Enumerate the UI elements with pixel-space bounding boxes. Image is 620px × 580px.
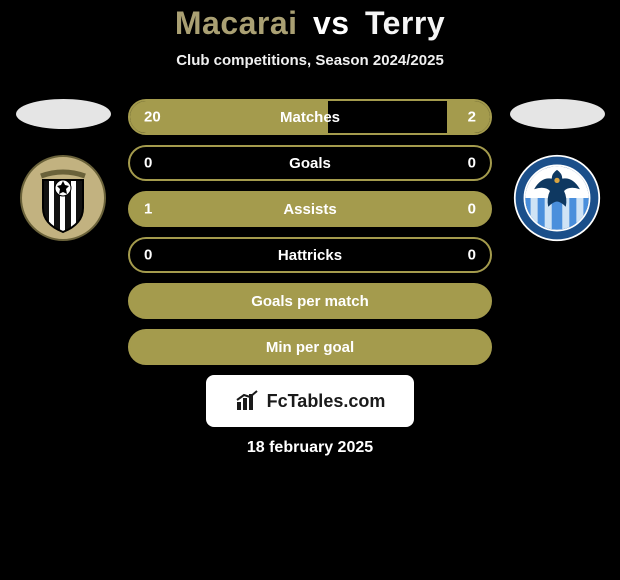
stat-bar-assists: 1 Assists 0 — [128, 191, 492, 227]
stat-bar-mpg: Min per goal — [128, 329, 492, 365]
comparison-card: Macarai vs Terry Club competitions, Seas… — [0, 0, 620, 580]
title-vs: vs — [313, 5, 350, 41]
stat-value-left: 1 — [144, 201, 152, 218]
title-player2: Terry — [365, 5, 445, 41]
stat-value-right: 0 — [468, 201, 476, 218]
stat-label: Hattricks — [278, 247, 342, 264]
stat-value-right: 0 — [468, 247, 476, 264]
stat-label: Assists — [283, 201, 336, 218]
stat-value-left: 0 — [144, 155, 152, 172]
stat-bar-goals: 0 Goals 0 — [128, 145, 492, 181]
stat-bar-matches: 20 Matches 2 — [128, 99, 492, 135]
main-row: 20 Matches 2 0 Goals 0 1 Assists 0 0 Hat… — [0, 99, 620, 365]
stat-label: Goals per match — [251, 293, 369, 310]
right-side — [502, 99, 612, 242]
subtitle: Club competitions, Season 2024/2025 — [176, 52, 444, 69]
stat-label: Min per goal — [266, 339, 354, 356]
chart-icon — [235, 389, 259, 413]
notts-county-crest-icon — [19, 154, 107, 242]
title-player1: Macarai — [175, 5, 298, 41]
crest-right — [513, 154, 601, 242]
date: 18 february 2025 — [247, 439, 373, 457]
stat-label: Matches — [280, 109, 340, 126]
stat-value-left: 20 — [144, 109, 161, 126]
page-title: Macarai vs Terry — [175, 5, 445, 42]
avatar-placeholder-right — [510, 99, 605, 129]
stat-bar-gpm: Goals per match — [128, 283, 492, 319]
colchester-united-crest-icon — [513, 148, 601, 248]
stat-bar-hattricks: 0 Hattricks 0 — [128, 237, 492, 273]
fctables-label: FcTables.com — [267, 391, 386, 412]
left-side — [8, 99, 118, 242]
stat-label: Goals — [289, 155, 331, 172]
stat-value-right: 0 — [468, 155, 476, 172]
fctables-badge[interactable]: FcTables.com — [206, 375, 414, 427]
stat-value-left: 0 — [144, 247, 152, 264]
avatar-placeholder-left — [16, 99, 111, 129]
stat-value-right: 2 — [468, 109, 476, 126]
crest-left — [19, 154, 107, 242]
stats-column: 20 Matches 2 0 Goals 0 1 Assists 0 0 Hat… — [118, 99, 502, 365]
